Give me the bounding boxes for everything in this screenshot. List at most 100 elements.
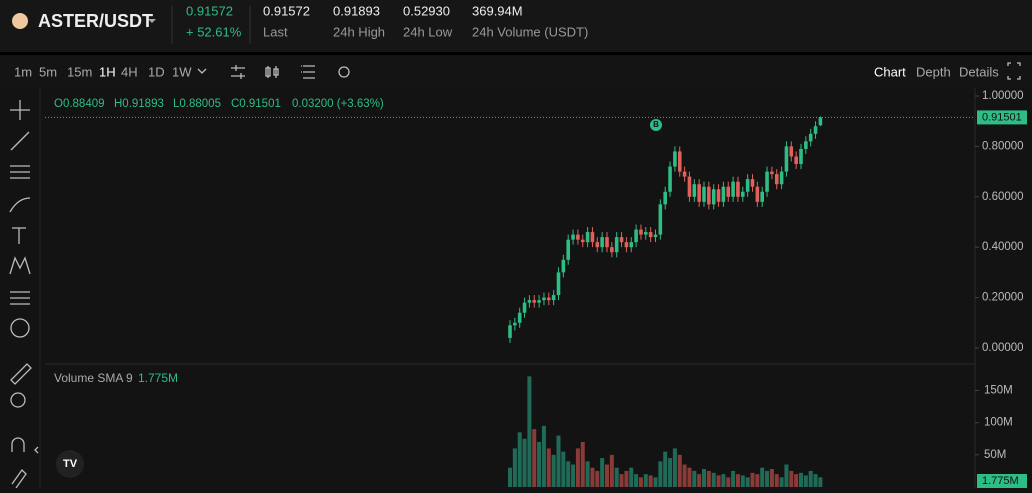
magnet-tool[interactable] [11,437,25,452]
trade-marker[interactable] [650,119,662,131]
volume-bar [546,448,551,487]
pattern-tool[interactable] [9,256,31,275]
trade-marker-label: B [653,120,659,129]
emoji-tool[interactable] [10,318,30,338]
volume-bar [726,477,731,487]
stats: 0.91572 Last 0.91893 24h High 0.52930 24h Low… [263,3,588,39]
interval-tab[interactable]: 1H [99,64,116,79]
volume-bar [629,467,634,487]
volume-bar [614,467,619,487]
volume-bar [638,477,643,487]
candle-body [580,239,585,243]
volume-bar [512,448,517,487]
tv-logo-mark: TV [63,458,78,470]
candle-body [532,300,537,303]
candle-body [784,146,789,172]
view-tab[interactable]: Chart [874,64,906,79]
text-tool[interactable] [12,227,26,244]
candle-body [813,126,818,134]
interval-tab[interactable]: 15m [67,64,92,79]
volume-bar [566,461,571,487]
volume-bar [595,470,600,487]
stat-label: 24h Volume (USDT) [472,24,588,39]
candle-body [745,179,750,192]
candle-body [653,234,658,238]
view-tab[interactable]: Details [959,64,999,79]
legend-item: H0.91893 [114,98,164,110]
volume-bar [585,461,590,487]
candle-body [736,181,740,197]
tv-logo[interactable] [56,450,84,478]
y-tick-label: 0.80000 [982,140,1024,152]
candle-body [687,176,692,197]
settings-icon[interactable] [338,66,350,78]
pair-dropdown[interactable] [148,19,156,23]
volume-tag [977,474,1027,488]
volume-bar [619,474,624,487]
stat-label: Last [263,24,288,39]
candle-body [522,302,527,313]
volume-title: Volume SMA 9 [54,371,133,385]
volume-bar [697,474,702,487]
volume-bar [663,451,668,487]
pair-name[interactable]: ASTER/USDT [38,11,153,31]
candle-body [610,247,614,253]
drawing-tools [9,100,39,489]
candle-body [702,186,706,202]
interval-tab[interactable]: 4H [121,64,138,79]
interval-dropdown[interactable] [197,68,207,74]
fib-tool[interactable] [10,165,30,179]
volume-tag-text: 1.775M [982,475,1019,487]
volume-bar [740,475,745,487]
candle-body [551,295,556,301]
y-tick-label: 0.00000 [982,342,1024,354]
volume-bar [609,454,614,487]
candle-body [585,232,590,243]
candle-body [774,174,779,185]
candle-body [808,133,813,142]
volume-bar [537,441,542,487]
candle-body [629,242,634,248]
measure-tool[interactable] [10,363,32,385]
candle-body [673,151,677,167]
crosshair-tool[interactable] [10,100,30,120]
legend-item: 0.03200 (+3.63%) [292,98,384,110]
brush-tool[interactable] [9,197,31,213]
interval-tab[interactable]: 1m [14,64,32,79]
volume-bar [605,464,609,487]
legend-item: C0.91501 [231,98,281,110]
lock-tool[interactable] [11,468,27,489]
view-tab[interactable]: Depth [916,64,951,79]
indicator-icon[interactable] [231,65,245,79]
fullscreen-icon[interactable] [1007,62,1021,80]
candle-body [716,189,721,202]
interval-tab[interactable]: 1W [172,64,192,79]
volume-bar [590,467,595,487]
candle-body [595,242,600,248]
y-tick-label: 0.60000 [982,191,1024,203]
zoom-tool[interactable] [10,392,26,408]
volume-bar [561,451,566,487]
template-icon[interactable] [301,65,315,79]
collapse-arrow[interactable] [34,446,39,454]
stat-value: 0.91893 [333,3,380,18]
volume-bar [706,470,711,487]
line-tool[interactable] [10,131,30,151]
interval-tab[interactable]: 5m [39,64,57,79]
candle-body [624,242,629,248]
volume-bar [803,475,808,487]
candle-body [721,186,726,202]
candle-body [818,117,823,126]
candle-body [513,322,517,326]
candle-body [547,297,551,301]
volume-bar [658,461,663,487]
volume-bar [813,474,818,487]
candle-body [697,184,701,202]
volume-bar [745,477,750,487]
volume-bar [672,448,677,487]
candle-type-icon[interactable] [265,66,279,78]
forecast-tool[interactable] [10,291,30,305]
volume-bar [774,474,779,487]
interval-tab[interactable]: 1D [148,64,165,79]
